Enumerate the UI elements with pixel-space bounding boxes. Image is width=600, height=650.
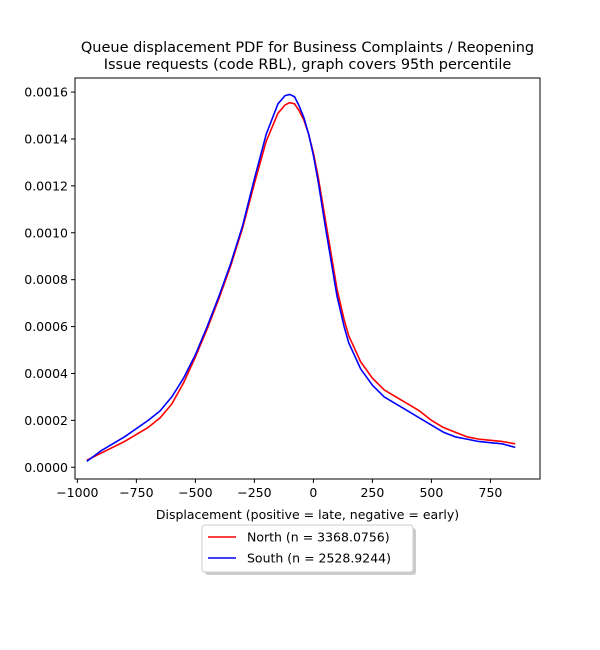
y-tick-label: 0.0016: [24, 85, 68, 100]
legend: North (n = 3368.0756) South (n = 2528.924…: [201, 524, 416, 575]
x-tick-label: −750: [119, 485, 153, 500]
x-axis-label: Displacement (positive = late, negative …: [156, 507, 459, 522]
x-tick-label: 0: [309, 485, 317, 500]
x-tick-label: 500: [419, 485, 443, 500]
x-tick-label: −500: [178, 485, 212, 500]
plot-area: [74, 77, 541, 480]
chart-title-line: Issue requests (code RBL), graph covers …: [104, 57, 512, 73]
y-tick-label: 0.0008: [24, 272, 68, 287]
y-tick-label: 0.0010: [24, 225, 68, 240]
legend-entry: North (n = 3368.0756): [247, 530, 390, 545]
series-line-1: [86, 93, 516, 463]
x-tick-label: −250: [237, 485, 271, 500]
chart-title: Queue displacement PDF for Business Comp…: [81, 40, 534, 73]
y-axis-ticks: 0.0000 0.0002 0.0004 0.0006 0.0008 0.0010 0.00…: [24, 85, 75, 475]
y-tick-label: 0.0002: [24, 413, 68, 428]
x-axis-ticks: −1000 −750 −500 −250 0 250 500 750: [56, 479, 502, 500]
x-tick-label: −1000: [56, 485, 98, 500]
y-tick-label: 0.0000: [24, 460, 68, 475]
y-tick-label: 0.0006: [24, 319, 68, 334]
x-tick-label: 750: [479, 485, 503, 500]
chart-title-line: Queue displacement PDF for Business Comp…: [81, 40, 534, 56]
series-line-0: [86, 101, 516, 461]
y-tick-label: 0.0004: [24, 366, 68, 381]
y-tick-label: 0.0012: [24, 178, 68, 193]
x-tick-label: 250: [360, 485, 384, 500]
y-tick-label: 0.0014: [24, 131, 68, 146]
plot-frame: [74, 77, 541, 480]
legend-entry: South (n = 2528.9244): [247, 551, 391, 566]
legend-box: [201, 524, 414, 573]
